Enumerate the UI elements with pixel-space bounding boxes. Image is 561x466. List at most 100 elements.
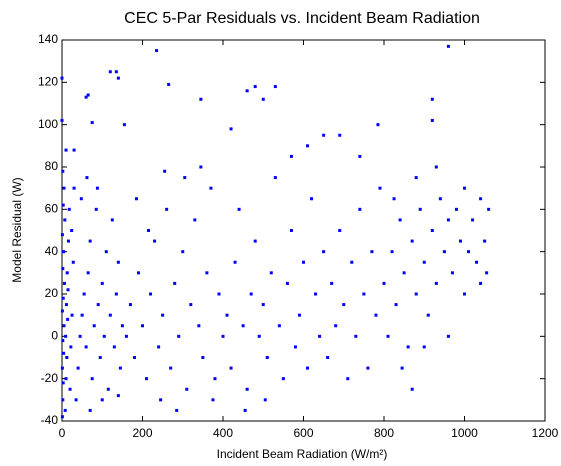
- y-axis-label: Model Residual (W): [10, 177, 24, 282]
- point: [114, 70, 118, 74]
- point: [487, 207, 491, 211]
- point: [183, 176, 187, 180]
- point: [175, 408, 179, 412]
- point: [281, 377, 285, 381]
- point: [346, 377, 350, 381]
- point: [330, 281, 334, 285]
- point: [110, 218, 114, 222]
- point: [61, 169, 65, 173]
- y-tick-label: 40: [45, 244, 59, 258]
- point: [386, 334, 390, 338]
- point: [471, 218, 475, 222]
- point: [430, 97, 434, 101]
- point: [366, 366, 370, 370]
- y-tick-label: 120: [38, 75, 58, 89]
- point: [124, 334, 128, 338]
- point: [189, 303, 193, 307]
- point: [62, 281, 66, 285]
- point: [167, 82, 171, 86]
- point: [149, 292, 153, 296]
- point: [64, 377, 68, 381]
- point: [153, 239, 157, 243]
- point: [197, 324, 201, 328]
- point: [414, 176, 418, 180]
- point: [245, 89, 249, 93]
- point: [326, 356, 330, 359]
- point: [116, 76, 120, 80]
- chart-title: CEC 5-Par Residuals vs. Incident Beam Ra…: [124, 10, 480, 27]
- point: [249, 292, 253, 296]
- point: [217, 292, 221, 296]
- point: [334, 324, 338, 328]
- point: [165, 207, 169, 211]
- point: [253, 85, 257, 89]
- y-tick-label: 60: [45, 202, 59, 216]
- point: [410, 387, 414, 391]
- point: [229, 366, 233, 370]
- x-tick-label: 1000: [451, 426, 478, 440]
- point: [65, 271, 69, 275]
- x-tick-label: 400: [213, 426, 233, 440]
- y-tick-label: -40: [41, 413, 59, 427]
- point: [398, 218, 402, 222]
- point: [306, 144, 310, 148]
- point: [338, 229, 342, 232]
- point: [199, 97, 203, 101]
- point: [243, 408, 247, 412]
- point: [263, 398, 267, 402]
- point: [406, 345, 410, 349]
- point: [376, 123, 380, 127]
- point: [98, 356, 102, 359]
- point: [390, 250, 394, 254]
- point: [446, 334, 450, 338]
- point: [72, 148, 76, 152]
- point: [211, 398, 215, 402]
- point: [362, 292, 366, 296]
- point: [122, 123, 126, 127]
- point: [100, 281, 104, 285]
- point: [273, 176, 277, 180]
- point: [60, 415, 64, 419]
- point: [446, 218, 450, 222]
- point: [318, 334, 322, 338]
- point: [104, 250, 108, 254]
- point: [108, 70, 112, 74]
- point: [62, 351, 66, 355]
- point: [289, 229, 293, 232]
- point: [86, 271, 90, 275]
- point: [430, 118, 434, 122]
- point: [177, 334, 181, 338]
- point: [434, 165, 438, 169]
- point: [60, 76, 64, 80]
- point: [261, 97, 265, 101]
- point: [277, 324, 281, 328]
- x-tick-label: 600: [293, 426, 313, 440]
- point: [82, 292, 86, 296]
- point: [84, 345, 88, 349]
- point: [65, 356, 69, 359]
- point: [221, 334, 225, 338]
- point: [434, 281, 438, 285]
- point: [394, 303, 398, 307]
- point: [100, 398, 104, 402]
- point: [463, 292, 466, 296]
- y-tick-label: 100: [38, 117, 58, 131]
- point: [147, 229, 151, 232]
- point: [64, 303, 68, 307]
- point: [102, 334, 106, 338]
- point: [88, 239, 92, 243]
- point: [61, 381, 65, 385]
- point: [70, 229, 74, 232]
- point: [128, 303, 132, 307]
- point: [392, 197, 396, 201]
- point: [70, 313, 74, 317]
- point: [60, 366, 64, 370]
- point: [120, 324, 124, 328]
- point: [293, 345, 297, 349]
- point: [302, 260, 305, 264]
- point: [358, 207, 362, 211]
- point: [63, 218, 67, 222]
- point: [76, 366, 80, 370]
- point: [92, 324, 96, 328]
